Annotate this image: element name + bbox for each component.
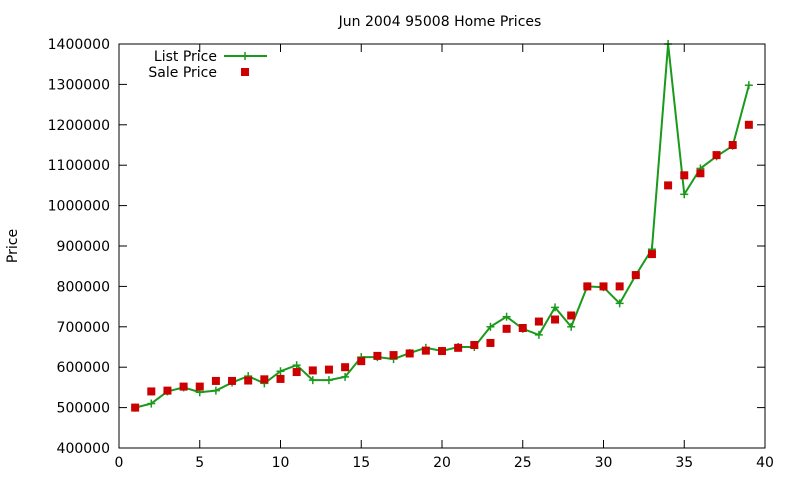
list-price-point bbox=[292, 361, 301, 370]
sale-price-point bbox=[131, 403, 140, 412]
sale-price-point bbox=[324, 365, 333, 374]
y-tick-label: 900000 bbox=[57, 239, 110, 255]
y-tick-label: 1000000 bbox=[48, 199, 110, 215]
sale-price-point bbox=[195, 382, 204, 391]
sale-price-point bbox=[486, 338, 495, 347]
sale-price-point bbox=[664, 181, 673, 190]
plot-frame bbox=[118, 43, 766, 449]
legend-label: List Price bbox=[154, 49, 217, 65]
y-tick-label: 600000 bbox=[57, 360, 110, 376]
sale-price-point bbox=[647, 250, 656, 259]
x-tick-label: 30 bbox=[595, 455, 613, 471]
sale-price-point bbox=[308, 366, 317, 375]
sale-price-point bbox=[228, 376, 237, 385]
sale-price-point bbox=[373, 351, 382, 360]
list-price-point bbox=[534, 330, 543, 339]
y-tick-label: 400000 bbox=[57, 441, 110, 457]
y-tick-label: 1400000 bbox=[48, 37, 110, 53]
list-price-point bbox=[615, 299, 624, 308]
sale-price-point bbox=[502, 324, 511, 333]
sale-price-point bbox=[583, 282, 592, 291]
list-price-point bbox=[211, 386, 220, 395]
sale-price-point bbox=[567, 311, 576, 320]
axis-ticks: 0 5 10 15 20 25 30 35 40 400000 500000 600000 700000… bbox=[48, 37, 774, 471]
sale-price-point bbox=[292, 368, 301, 377]
x-tick-label: 5 bbox=[195, 455, 204, 471]
list-price-point bbox=[324, 376, 333, 385]
y-tick-label: 1200000 bbox=[48, 118, 110, 134]
sale-price-point bbox=[438, 347, 446, 356]
series-1 bbox=[131, 120, 753, 412]
sale-price-point bbox=[728, 141, 737, 149]
x-tick-label: 15 bbox=[352, 455, 370, 471]
list-price-point bbox=[567, 322, 576, 331]
list-price-point bbox=[276, 367, 285, 376]
list-price-point bbox=[147, 399, 156, 408]
list-price-point bbox=[486, 322, 495, 331]
series-layer bbox=[131, 40, 753, 412]
sale-price-point bbox=[712, 151, 721, 160]
sale-price-point bbox=[163, 386, 172, 395]
sale-price-point bbox=[615, 282, 624, 291]
sale-price-point bbox=[147, 387, 156, 396]
sale-price-point bbox=[470, 340, 479, 349]
x-tick-label: 25 bbox=[514, 455, 532, 471]
sale-price-point bbox=[421, 346, 430, 355]
sale-price-point bbox=[680, 171, 689, 180]
legend-label: Sale Price bbox=[148, 65, 217, 81]
sale-price-point bbox=[696, 169, 705, 178]
y-tick-label: 1300000 bbox=[48, 77, 110, 93]
series-0 bbox=[131, 40, 753, 412]
y-tick-label: 700000 bbox=[57, 320, 110, 336]
sale-price-point bbox=[211, 376, 220, 385]
x-tick-label: 35 bbox=[675, 455, 693, 471]
sale-price-point bbox=[276, 374, 285, 383]
sale-price-point bbox=[179, 382, 188, 391]
sale-price-point bbox=[599, 282, 608, 291]
sale-price-point bbox=[631, 271, 640, 280]
sale-price-point bbox=[534, 317, 543, 326]
legend-plus-marker bbox=[241, 52, 249, 60]
sale-price-point bbox=[357, 357, 366, 366]
x-tick-label: 10 bbox=[272, 455, 290, 471]
sale-price-point bbox=[551, 315, 560, 324]
sale-price-point bbox=[260, 375, 269, 384]
legend-square-marker bbox=[241, 68, 249, 76]
list-price-point bbox=[551, 303, 560, 312]
sale-price-point bbox=[341, 363, 350, 372]
sale-price-point bbox=[244, 376, 253, 385]
list-price-point bbox=[341, 372, 350, 381]
list-price-point bbox=[744, 81, 753, 90]
list-price-point bbox=[502, 312, 511, 321]
y-tick-label: 500000 bbox=[57, 401, 110, 417]
sale-price-point bbox=[744, 120, 753, 129]
chart-title: Jun 2004 95008 Home Prices bbox=[338, 14, 542, 30]
x-tick-label: 20 bbox=[433, 455, 451, 471]
y-tick-label: 800000 bbox=[57, 279, 110, 295]
y-tick-label: 1100000 bbox=[48, 158, 110, 174]
sale-price-point bbox=[518, 324, 527, 333]
sale-price-point bbox=[405, 349, 414, 358]
y-axis-label: Price bbox=[5, 229, 21, 263]
x-tick-label: 40 bbox=[756, 455, 774, 471]
list-price-point bbox=[680, 190, 689, 199]
sale-price-point bbox=[454, 343, 463, 352]
x-tick-label: 0 bbox=[115, 455, 124, 471]
sale-price-point bbox=[389, 351, 398, 360]
list-price-point bbox=[308, 376, 317, 385]
